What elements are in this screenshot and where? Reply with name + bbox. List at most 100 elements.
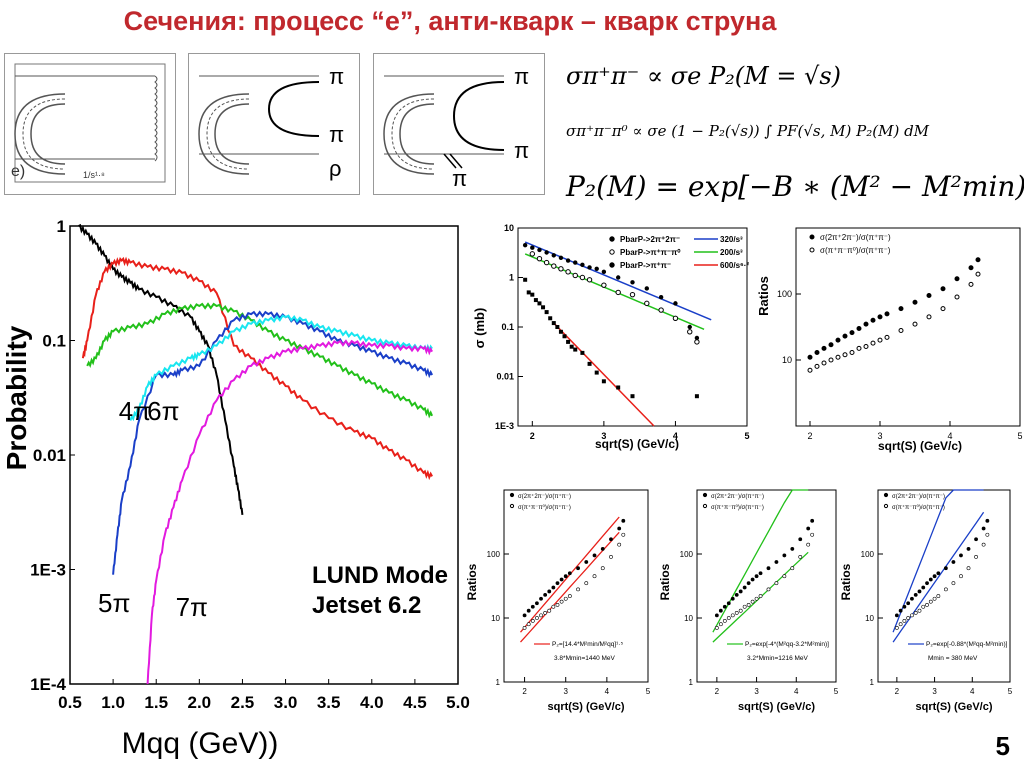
legend-marker (509, 503, 515, 509)
data-point (530, 604, 535, 609)
data-point (621, 518, 626, 523)
data-point (936, 571, 941, 576)
data-point (580, 262, 585, 268)
data-point (863, 344, 869, 350)
data-point (658, 294, 664, 300)
chart-sigma: 2 3 4 5 10 1 0.1 0.01 1E-3 PbarP->2π⁺2π⁻ 320/s³ Pba… (472, 223, 750, 451)
x-tick-label: 2 (530, 431, 535, 441)
fit-note: Mmin = 380 MeV (928, 655, 978, 662)
data-point (522, 613, 527, 618)
data-point (849, 349, 855, 355)
data-point (981, 542, 986, 547)
pi-label: π (329, 122, 344, 147)
data-point (617, 542, 622, 547)
data-point (726, 616, 731, 620)
data-point (644, 286, 650, 291)
fit-label: P₂=[14.4*M²min/M²qq]¹·⁵ (552, 641, 623, 648)
data-point (902, 619, 907, 623)
legend-marker (809, 234, 815, 240)
data-point (856, 345, 862, 351)
y-tick-label: 0.1 (42, 331, 66, 350)
data-point (754, 574, 759, 579)
data-point (673, 301, 678, 306)
y-tick-label: 0.01 (33, 446, 66, 465)
data-point (913, 592, 918, 597)
data-point (974, 555, 978, 559)
data-point (912, 299, 918, 305)
data-point (555, 581, 560, 586)
data-point (730, 596, 735, 601)
data-point (565, 258, 571, 263)
data-point (600, 547, 605, 551)
legend-marker (883, 503, 889, 509)
y-tick-label: 10 (684, 614, 693, 623)
legend-label: σ(π⁺π⁻π⁰)/σ(π⁺π⁻) (711, 504, 764, 511)
x-tick-label: 4 (794, 687, 799, 696)
data-point (932, 574, 937, 579)
formula-2: σπ⁺π⁻π⁰ ∝ σe (1 − P₂(√s)) ∫ PF(√s, M) P₂… (566, 122, 930, 140)
legend-fit: 600/s⁶·² (720, 261, 749, 270)
data-point (974, 537, 978, 542)
data-point (959, 574, 963, 579)
series-line-3 (112, 310, 433, 575)
legend-marker (702, 492, 708, 498)
data-point (558, 329, 563, 334)
data-point (959, 553, 963, 558)
data-point (630, 394, 635, 399)
legend-label: σ(π⁺π⁻π⁰)/σ(π⁺π⁻) (518, 504, 571, 511)
data-point (586, 277, 593, 283)
x-tick-label: 1.0 (101, 693, 125, 712)
data-point (547, 608, 552, 613)
data-point (738, 608, 743, 613)
y-tick-label: 0.01 (496, 372, 514, 382)
data-point (576, 587, 580, 592)
data-point (565, 269, 571, 275)
data-point (828, 357, 834, 363)
data-point (910, 596, 914, 601)
data-point (766, 566, 771, 571)
data-point (687, 329, 693, 335)
data-point (601, 379, 606, 384)
data-point (921, 585, 926, 590)
x-tick-label: 2 (522, 687, 527, 696)
data-point (543, 592, 548, 597)
data-point (584, 560, 589, 564)
legend-label: PbarP->π⁺π⁻π⁰ (620, 248, 681, 257)
x-tick-label: 4.0 (360, 693, 384, 712)
data-point (766, 587, 771, 592)
y-axis-label: σ (mb) (472, 308, 487, 349)
diagram-e-scale: 1/s¹·⁸ (83, 170, 105, 180)
y-tick-label: 10 (782, 355, 792, 365)
pi-label: π (514, 64, 529, 89)
data-point (810, 518, 815, 523)
data-point (894, 613, 899, 618)
data-point (917, 589, 922, 594)
data-point (835, 337, 841, 343)
y-axis-label: Probability (1, 325, 32, 470)
y-tick-label: 1 (689, 678, 694, 687)
data-point (806, 526, 811, 531)
data-point (798, 555, 803, 559)
y-tick-label: 100 (777, 289, 792, 299)
data-point (535, 601, 539, 606)
data-point (522, 626, 527, 630)
x-tick-label: 5 (834, 687, 839, 696)
data-point (936, 594, 941, 598)
data-point (548, 316, 553, 321)
series-line-4 (129, 314, 433, 422)
data-point (975, 257, 981, 263)
data-point (580, 350, 585, 355)
data-point (782, 553, 787, 558)
data-point (966, 547, 971, 551)
data-point (917, 608, 922, 613)
data-point (594, 370, 599, 375)
x-tick-label: 2 (895, 687, 900, 696)
data-point (539, 596, 543, 601)
x-tick-label: 5.0 (446, 693, 470, 712)
data-point (966, 566, 971, 571)
y-tick-label: 1 (57, 217, 66, 236)
data-point (543, 259, 550, 266)
x-tick-label: 4 (673, 431, 678, 441)
data-point (842, 352, 848, 358)
x-axis-label: sqrt(S) (GeV/c) (595, 437, 679, 451)
